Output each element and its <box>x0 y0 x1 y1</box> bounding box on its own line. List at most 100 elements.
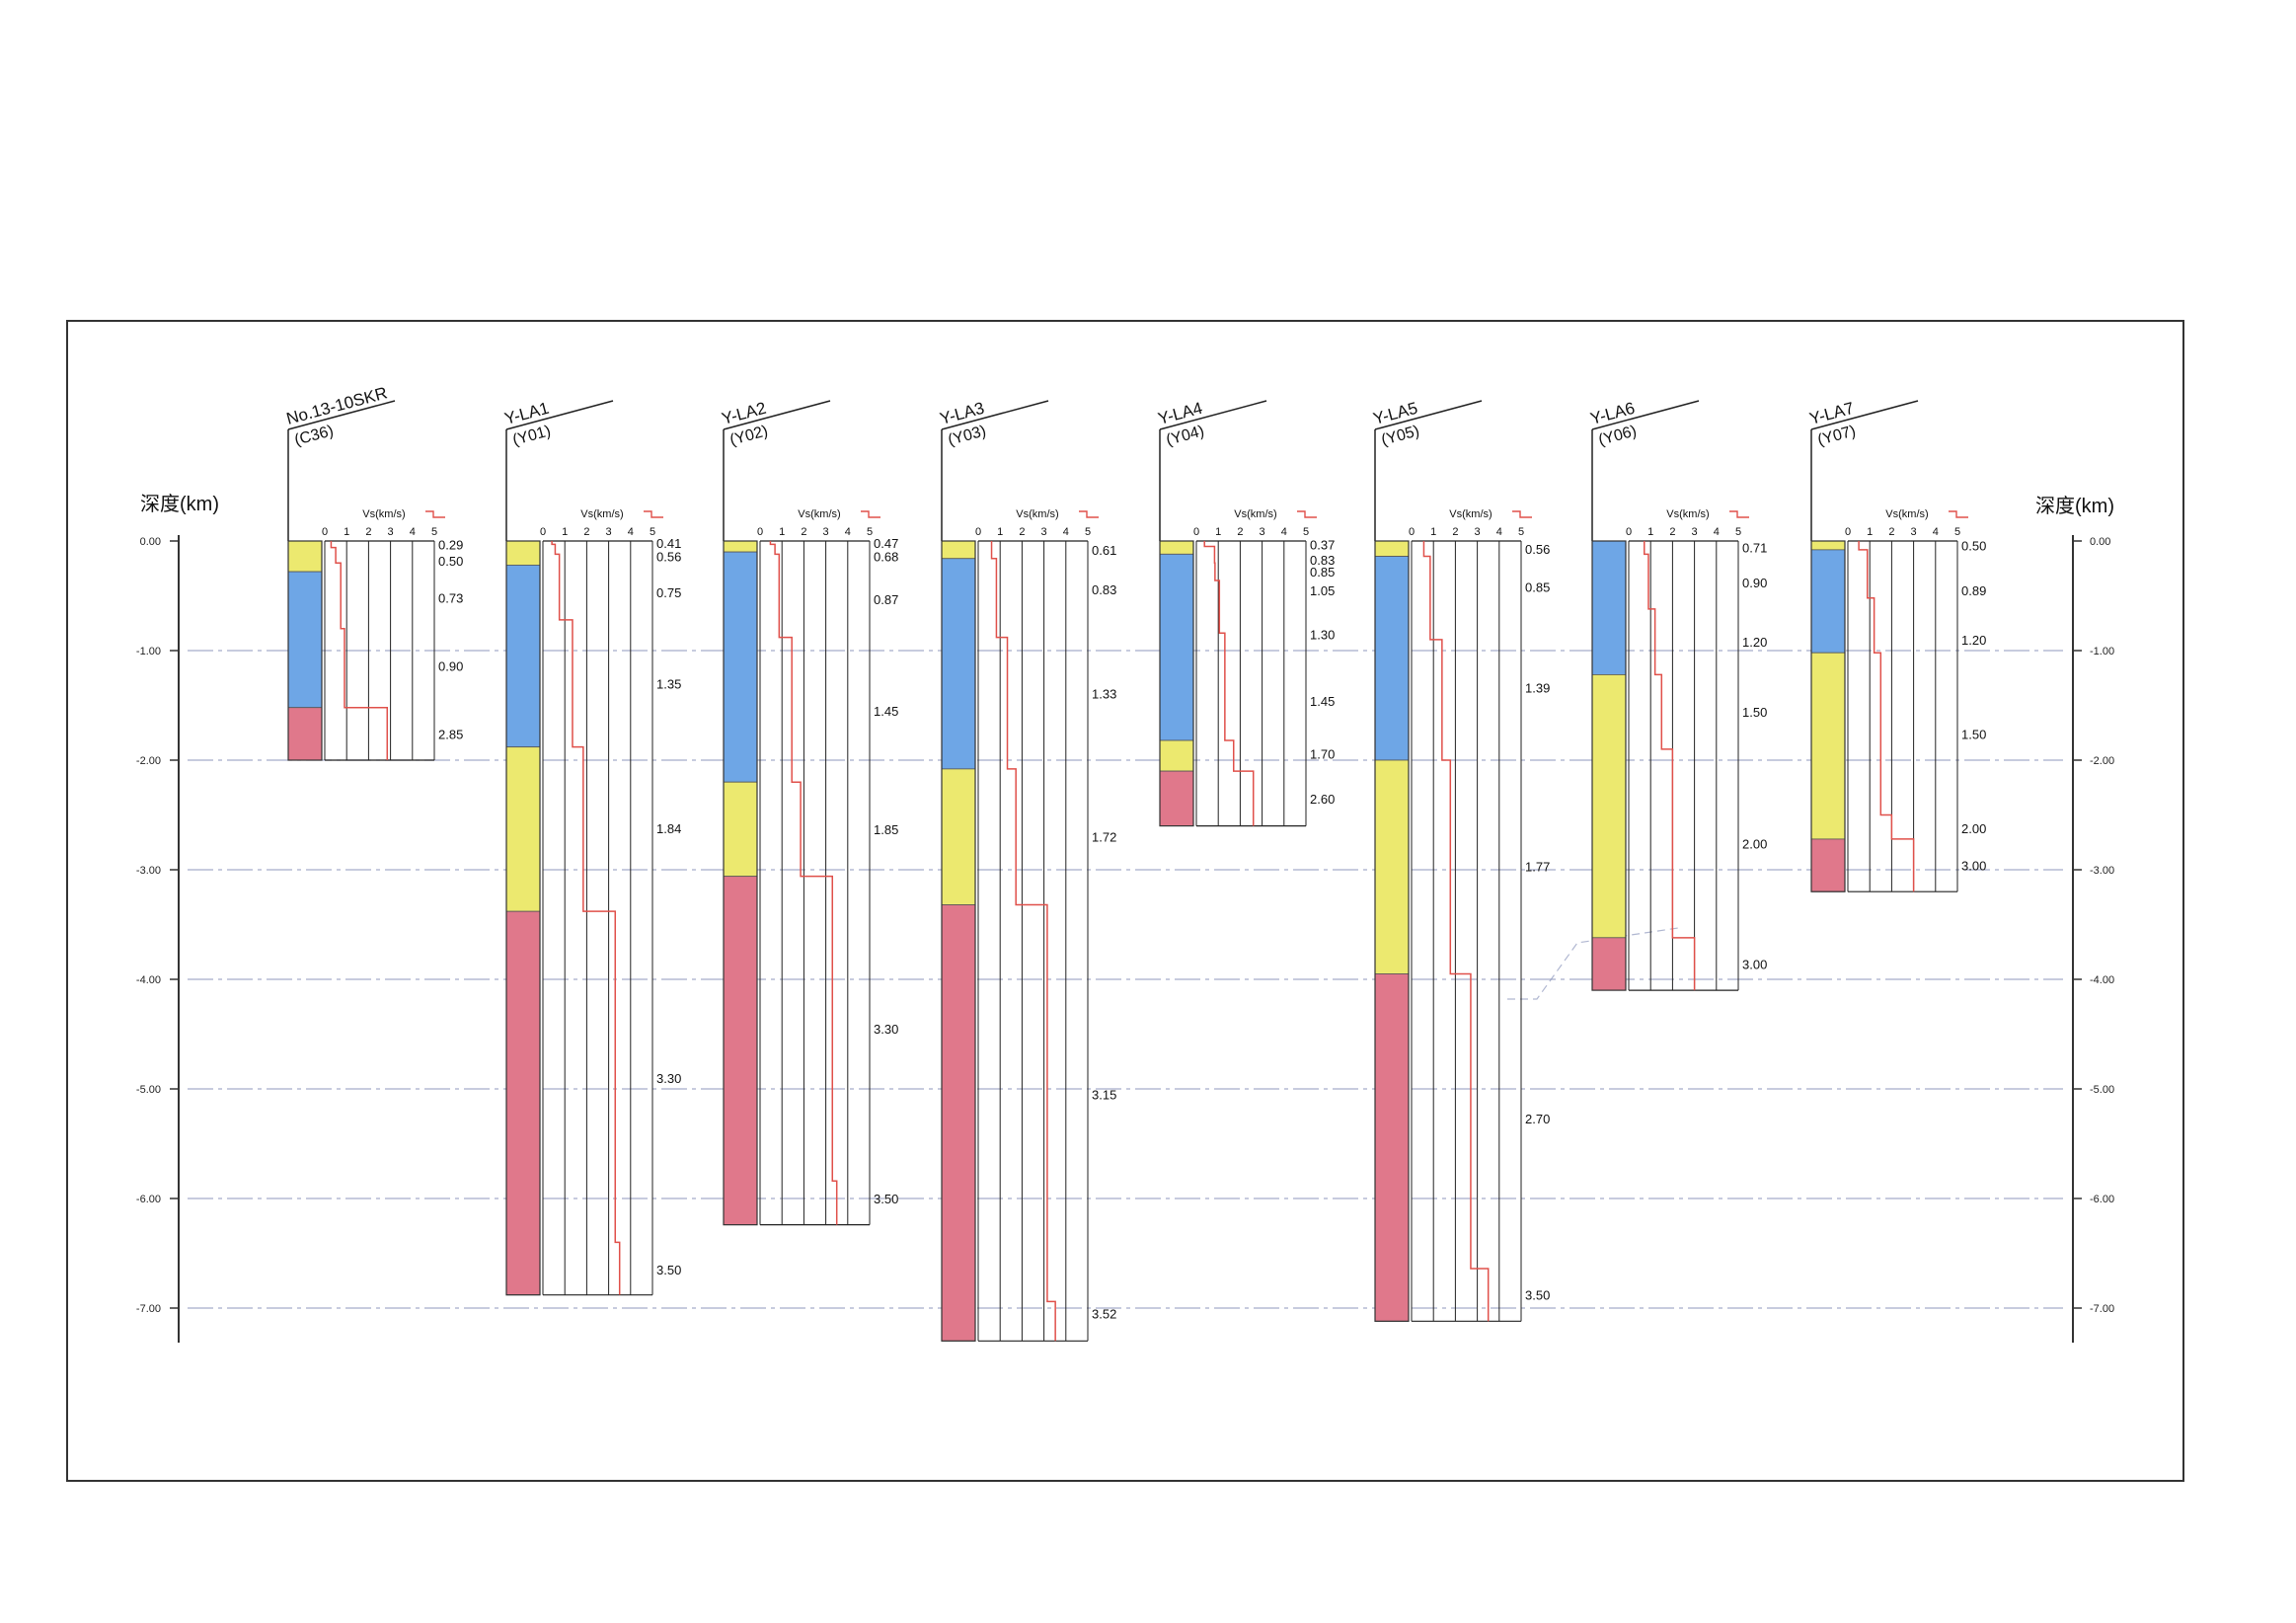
vs-tick-label: 0 <box>540 526 546 538</box>
vs-profile-line <box>990 541 1056 1342</box>
vs-value-label: 1.50 <box>1742 705 1767 720</box>
lithology-layer <box>1159 770 1194 826</box>
right-depth-axis: 深度(km) 0.00 -1.00 -2.00 -3.00 -4.00 -5.00 -6.0… <box>2035 495 2114 1343</box>
vs-tick-label: 2 <box>1669 526 1675 538</box>
column-header-slant <box>1159 400 1267 430</box>
vs-value-label: 3.50 <box>874 1192 898 1206</box>
lithology-layer <box>505 910 541 1296</box>
vs-tick-label: 4 <box>1933 526 1939 538</box>
left-axis-tick-label: -6.00 <box>136 1194 161 1205</box>
vs-axis-header: Vs(km/s) 0 1 2 3 4 5 <box>540 508 663 538</box>
vs-tick-label: 0 <box>1193 526 1199 538</box>
vs-value-label: 0.83 <box>1092 582 1116 597</box>
vs-value-label: 0.29 <box>438 537 463 552</box>
vs-tick-label: 1 <box>779 526 785 538</box>
vs-tick-label: 1 <box>1867 526 1873 538</box>
correlation-connector <box>1507 927 1679 1000</box>
vs-value-label: 2.70 <box>1525 1112 1550 1126</box>
vs-value-label: 0.37 <box>1310 537 1335 552</box>
vs-value-label: 0.41 <box>656 536 681 551</box>
vs-tick-label: 5 <box>650 526 655 538</box>
vs-tick-label: 2 <box>801 526 806 538</box>
layer-strip-outline <box>1591 540 1627 991</box>
vs-value-label: 1.20 <box>1742 635 1767 650</box>
vs-value-label: 0.90 <box>438 659 463 674</box>
depth-gridlines <box>188 650 2063 1309</box>
lithology-layer <box>287 571 323 709</box>
right-axis-tick-label: -6.00 <box>2090 1194 2114 1205</box>
vs-tick-label: 4 <box>1281 526 1287 538</box>
column-header-slant <box>723 400 831 430</box>
vs-axis-header: Vs(km/s) 0 1 2 3 4 5 <box>757 508 880 538</box>
lithology-layer <box>723 876 758 1226</box>
vs-value-label: 1.50 <box>1961 727 1986 741</box>
vs-profile-line <box>551 541 621 1295</box>
vs-value-label: 0.85 <box>1525 580 1550 595</box>
vs-tick-label: 3 <box>606 526 612 538</box>
vs-tick-label: 5 <box>1518 526 1524 538</box>
vs-value-label: 3.30 <box>874 1022 898 1037</box>
right-axis-title: 深度(km) <box>2035 495 2114 517</box>
lithology-layer <box>1810 540 1846 551</box>
vs-tick-label: 3 <box>1692 526 1698 538</box>
vs-tick-label: 2 <box>1452 526 1458 538</box>
vs-tick-label: 2 <box>1019 526 1025 538</box>
vs-value-label: 1.77 <box>1525 860 1550 875</box>
vs-value-label: 0.56 <box>1525 542 1550 557</box>
vs-tick-label: 4 <box>628 526 634 538</box>
vs-tick-label: 1 <box>1647 526 1653 538</box>
left-axis-tick-label: -2.00 <box>136 755 161 767</box>
vs-value-label: 0.71 <box>1742 541 1767 556</box>
column-header-slant <box>1810 400 1919 430</box>
vs-value-label: 1.39 <box>1525 681 1550 696</box>
vs-tick-label: 5 <box>1303 526 1309 538</box>
vs-axis-header: Vs(km/s) 0 1 2 3 4 5 <box>322 508 445 538</box>
vs-tick-label: 4 <box>1714 526 1720 538</box>
vs-axis-label: Vs(km/s) <box>580 508 623 520</box>
vs-tick-label: 3 <box>1475 526 1481 538</box>
left-axis-tick-label: -3.00 <box>136 865 161 877</box>
vs-tick-label: 1 <box>344 526 349 538</box>
vs-value-label: 0.90 <box>1742 576 1767 590</box>
lithology-layer <box>1374 759 1410 974</box>
vs-axis-label: Vs(km/s) <box>1449 508 1492 520</box>
vs-profile-line <box>1858 541 1915 892</box>
lithology-layer <box>1810 838 1846 892</box>
vs-value-label: 1.84 <box>656 821 681 836</box>
vs-value-label: 3.00 <box>1961 859 1986 874</box>
vs-legend-icon <box>1729 510 1749 518</box>
vs-legend-icon <box>425 510 445 518</box>
vs-value-label: 3.30 <box>656 1071 681 1086</box>
lithology-layer <box>1374 973 1410 1322</box>
right-axis-tick-label: -1.00 <box>2090 646 2114 657</box>
vs-legend-icon <box>1512 510 1532 518</box>
vs-tick-label: 4 <box>1496 526 1502 538</box>
vs-axis-label: Vs(km/s) <box>1885 508 1928 520</box>
vs-value-label: 2.00 <box>1742 836 1767 851</box>
vs-value-label: 0.47 <box>874 536 898 551</box>
vs-axis-label: Vs(km/s) <box>1016 508 1058 520</box>
vs-value-label: 0.50 <box>1961 538 1986 553</box>
vs-value-label: 1.35 <box>656 676 681 691</box>
vs-value-label: 0.89 <box>1961 583 1986 598</box>
vs-legend-icon <box>644 510 663 518</box>
vs-tick-label: 1 <box>997 526 1003 538</box>
vs-value-label: 0.85 <box>1310 565 1335 580</box>
borehole-columns: No.13-10SKR(C36)Vs(km/s)0 1 2 3 4 50.290.500.… <box>284 383 1986 1342</box>
column-header-slant <box>1591 400 1700 430</box>
layer-strip-outline <box>1810 540 1846 892</box>
layer-strip-outline <box>1374 540 1410 1322</box>
lithology-layer <box>1810 652 1846 840</box>
layer-strip-outline <box>941 540 976 1342</box>
lithology-layer <box>1159 739 1194 772</box>
vs-value-label: 0.83 <box>1310 553 1335 568</box>
column-header-slant <box>941 400 1049 430</box>
lithology-layer <box>941 558 976 770</box>
vs-value-label: 1.72 <box>1092 830 1116 845</box>
vs-tick-label: 5 <box>867 526 873 538</box>
vs-value-label: 1.45 <box>1310 694 1335 709</box>
right-axis-tick-label: -2.00 <box>2090 755 2114 767</box>
vs-value-label: 3.50 <box>1525 1288 1550 1303</box>
